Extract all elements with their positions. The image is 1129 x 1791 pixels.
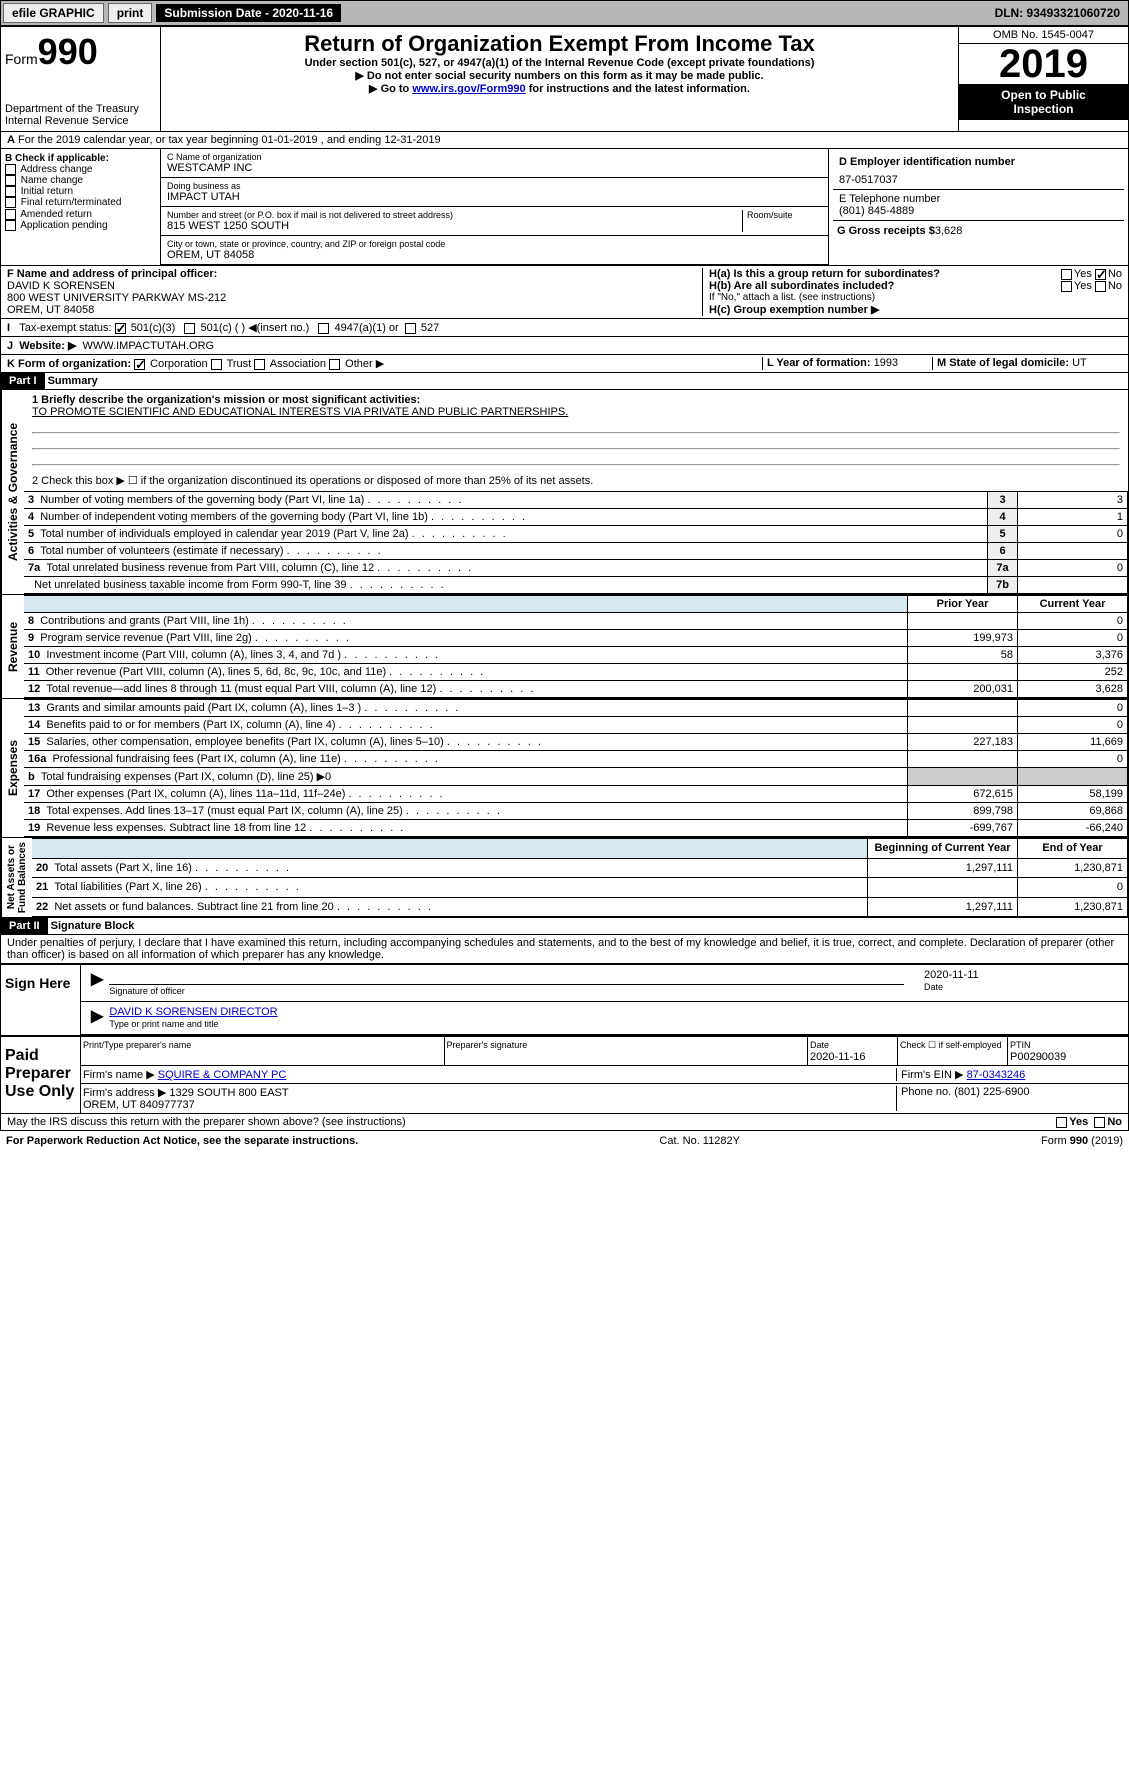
summary-row: 7a Total unrelated business revenue from…: [24, 560, 1128, 577]
k-other[interactable]: [329, 359, 340, 370]
exp-row: 16a Professional fundraising fees (Part …: [24, 751, 1128, 768]
subtitle-1: Under section 501(c), 527, or 4947(a)(1)…: [165, 57, 954, 69]
section-f-h: F Name and address of principal officer:…: [0, 266, 1129, 319]
i-527[interactable]: [405, 323, 416, 334]
ha-no[interactable]: [1095, 269, 1106, 280]
exp-row: 18 Total expenses. Add lines 13–17 (must…: [24, 803, 1128, 820]
sign-date: 2020-11-11: [924, 969, 1124, 981]
b-check[interactable]: [5, 175, 16, 186]
subtitle-3: ▶ Go to www.irs.gov/Form990 for instruct…: [165, 82, 954, 95]
line-k: K Form of organization: Corporation Trus…: [0, 355, 1129, 373]
print-button[interactable]: print: [108, 3, 153, 23]
rev-row: 11 Other revenue (Part VIII, column (A),…: [24, 664, 1128, 681]
state-domicile: UT: [1072, 357, 1087, 369]
sign-here-block: Sign Here ▶Signature of officer 2020-11-…: [0, 964, 1129, 1036]
summary-row: 3 Number of voting members of the govern…: [24, 492, 1128, 509]
line-a: A For the 2019 calendar year, or tax yea…: [0, 132, 1129, 149]
firm-ein[interactable]: 87-0343246: [967, 1069, 1026, 1081]
year-formation: 1993: [874, 357, 898, 369]
b-check[interactable]: [5, 186, 16, 197]
firm-phone: (801) 225-6900: [954, 1086, 1029, 1098]
part-ii-header: Part II Signature Block: [0, 918, 1129, 935]
b-check[interactable]: [5, 197, 16, 208]
hb-no[interactable]: [1095, 281, 1106, 292]
col-c: C Name of organizationWESTCAMP INC Doing…: [161, 149, 828, 265]
rev-row: 12 Total revenue—add lines 8 through 11 …: [24, 681, 1128, 698]
paid-preparer-block: Paid Preparer Use Only Print/Type prepar…: [0, 1036, 1129, 1114]
irs-link[interactable]: www.irs.gov/Form990: [412, 83, 525, 95]
b-check[interactable]: [5, 164, 16, 175]
summary-row: 4 Number of independent voting members o…: [24, 509, 1128, 526]
form-number: Form990: [5, 31, 156, 73]
ptin: P00290039: [1010, 1051, 1066, 1063]
summary-governance: Activities & Governance 1 Briefly descri…: [0, 390, 1129, 595]
form-title: Return of Organization Exempt From Incom…: [165, 31, 954, 57]
k-assoc[interactable]: [254, 359, 265, 370]
efile-button[interactable]: efile GRAPHIC: [3, 3, 104, 23]
form-header: Form990 Department of the Treasury Inter…: [0, 26, 1129, 132]
gross-receipts: 3,628: [935, 225, 963, 237]
dln: DLN: 93493321060720: [995, 6, 1126, 20]
discuss-row: May the IRS discuss this return with the…: [0, 1114, 1129, 1131]
line-i: I Tax-exempt status: 501(c)(3) 501(c) ( …: [0, 319, 1129, 337]
footer: For Paperwork Reduction Act Notice, see …: [0, 1131, 1129, 1151]
line-j: J Website: ▶ WWW.IMPACTUTAH.ORG: [0, 337, 1129, 355]
net-row: 20 Total assets (Part X, line 16) 1,297,…: [32, 858, 1128, 878]
discuss-no[interactable]: [1094, 1117, 1105, 1128]
discuss-yes[interactable]: [1056, 1117, 1067, 1128]
officer: DAVID K SORENSEN 800 WEST UNIVERSITY PAR…: [7, 280, 226, 316]
summary-revenue: Revenue Prior YearCurrent Year8 Contribu…: [0, 595, 1129, 699]
exp-row: 15 Salaries, other compensation, employe…: [24, 734, 1128, 751]
i-501c[interactable]: [184, 323, 195, 334]
website: WWW.IMPACTUTAH.ORG: [83, 340, 215, 352]
ha-yes[interactable]: [1061, 269, 1072, 280]
b-check[interactable]: [5, 220, 16, 231]
col-d: D Employer identification number87-05170…: [828, 149, 1128, 265]
summary-row: 6 Total number of volunteers (estimate i…: [24, 543, 1128, 560]
hb-yes[interactable]: [1061, 281, 1072, 292]
part-i-header: Part I Summary: [0, 373, 1129, 390]
subtitle-2: ▶ Do not enter social security numbers o…: [165, 69, 954, 82]
officer-name[interactable]: DAVID K SORENSEN DIRECTOR: [109, 1006, 277, 1018]
k-trust[interactable]: [211, 359, 222, 370]
net-row: 22 Net assets or fund balances. Subtract…: [32, 897, 1128, 917]
exp-row: 17 Other expenses (Part IX, column (A), …: [24, 786, 1128, 803]
section-b-block: B Check if applicable: Address change Na…: [0, 149, 1129, 266]
mission: TO PROMOTE SCIENTIFIC AND EDUCATIONAL IN…: [32, 406, 568, 418]
summary-expenses: Expenses 13 Grants and similar amounts p…: [0, 699, 1129, 838]
col-b: B Check if applicable: Address change Na…: [1, 149, 161, 265]
open-inspection: Open to PublicInspection: [959, 84, 1128, 120]
topbar: efile GRAPHIC print Submission Date - 20…: [0, 0, 1129, 26]
street: 815 WEST 1250 SOUTH: [167, 220, 742, 232]
exp-row: b Total fundraising expenses (Part IX, c…: [24, 768, 1128, 786]
rev-row: 10 Investment income (Part VIII, column …: [24, 647, 1128, 664]
rev-row: 9 Program service revenue (Part VIII, li…: [24, 630, 1128, 647]
i-4947[interactable]: [318, 323, 329, 334]
ein: 87-0517037: [839, 174, 1118, 186]
net-row: 21 Total liabilities (Part X, line 26) 0: [32, 878, 1128, 898]
k-corp[interactable]: [134, 359, 145, 370]
dba: IMPACT UTAH: [167, 191, 822, 203]
submission-date: Submission Date - 2020-11-16: [156, 4, 341, 22]
org-name: WESTCAMP INC: [167, 162, 822, 174]
firm-name[interactable]: SQUIRE & COMPANY PC: [158, 1069, 287, 1081]
summary-row: 5 Total number of individuals employed i…: [24, 526, 1128, 543]
summary-row: Net unrelated business taxable income fr…: [24, 577, 1128, 594]
dept-treasury: Department of the Treasury Internal Reve…: [5, 103, 156, 127]
i-501c3[interactable]: [115, 323, 126, 334]
perjury-statement: Under penalties of perjury, I declare th…: [0, 935, 1129, 964]
summary-netassets: Net Assets or Fund Balances Beginning of…: [0, 838, 1129, 918]
phone: (801) 845-4889: [839, 205, 1118, 217]
tax-year: 2019: [959, 44, 1128, 84]
city: OREM, UT 84058: [167, 249, 822, 261]
rev-row: 8 Contributions and grants (Part VIII, l…: [24, 613, 1128, 630]
exp-row: 14 Benefits paid to or for members (Part…: [24, 717, 1128, 734]
exp-row: 19 Revenue less expenses. Subtract line …: [24, 820, 1128, 837]
exp-row: 13 Grants and similar amounts paid (Part…: [24, 700, 1128, 717]
b-check[interactable]: [5, 209, 16, 220]
